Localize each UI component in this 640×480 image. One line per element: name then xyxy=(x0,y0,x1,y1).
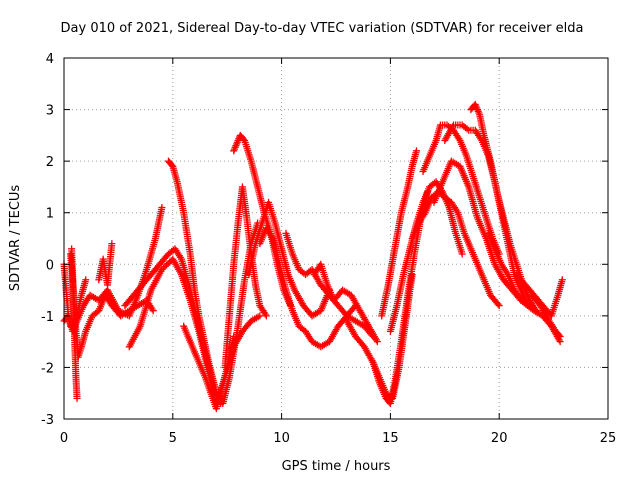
data-point xyxy=(149,307,157,315)
y-tick-label: 3 xyxy=(46,104,54,119)
x-tick-label: 25 xyxy=(600,431,617,446)
y-tick-label: -2 xyxy=(41,361,54,376)
data-point xyxy=(413,147,421,155)
y-tick-label: 4 xyxy=(46,52,54,67)
data-point xyxy=(495,302,503,310)
data-point xyxy=(373,338,381,346)
data-points xyxy=(60,100,566,413)
x-tick-label: 0 xyxy=(60,431,68,446)
data-point xyxy=(73,394,81,402)
data-point xyxy=(108,240,116,248)
data-point xyxy=(230,332,238,340)
data-point xyxy=(555,331,563,339)
data-point xyxy=(558,276,566,284)
x-tick-label: 10 xyxy=(273,431,290,446)
y-tick-label: -1 xyxy=(41,310,54,325)
y-tick-label: 0 xyxy=(46,258,54,273)
y-axis-label: SDTVAR / TECUs xyxy=(8,185,23,292)
data-point xyxy=(158,204,166,212)
x-axis-label: GPS time / hours xyxy=(282,459,391,474)
data-point xyxy=(82,276,90,284)
data-point xyxy=(262,312,270,320)
y-tick-label: 2 xyxy=(46,155,54,170)
data-point xyxy=(168,161,176,169)
data-point xyxy=(556,332,564,340)
x-tick-label: 5 xyxy=(169,431,177,446)
axis-ticks: 0 5 10 15 20 25 -3 -2 -1 0 1 2 3 4 xyxy=(41,52,616,446)
data-point xyxy=(463,125,471,133)
x-tick-label: 20 xyxy=(491,431,508,446)
y-tick-label: -3 xyxy=(41,413,54,428)
x-tick-label: 15 xyxy=(382,431,399,446)
data-point xyxy=(494,300,502,308)
data-point xyxy=(256,312,264,320)
y-tick-label: 1 xyxy=(46,207,54,222)
gridlines xyxy=(64,58,608,419)
data-point xyxy=(67,322,75,330)
chart-title: Day 010 of 2021, Sidereal Day-to-day VTE… xyxy=(61,21,584,36)
data-point xyxy=(458,250,466,258)
plot-frame xyxy=(63,57,609,420)
